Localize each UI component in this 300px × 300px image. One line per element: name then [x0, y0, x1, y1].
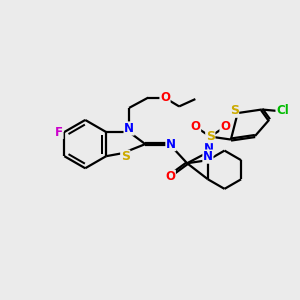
Text: N: N — [203, 150, 213, 163]
Text: O: O — [165, 170, 175, 183]
Text: N: N — [204, 142, 214, 155]
Text: N: N — [124, 122, 134, 135]
Text: N: N — [166, 138, 176, 151]
Text: S: S — [121, 150, 130, 163]
Text: S: S — [206, 130, 215, 142]
Text: F: F — [55, 125, 63, 139]
Text: S: S — [230, 104, 238, 117]
Text: O: O — [220, 120, 230, 134]
Text: Cl: Cl — [276, 104, 289, 118]
Text: O: O — [190, 120, 201, 134]
Text: O: O — [160, 91, 170, 104]
